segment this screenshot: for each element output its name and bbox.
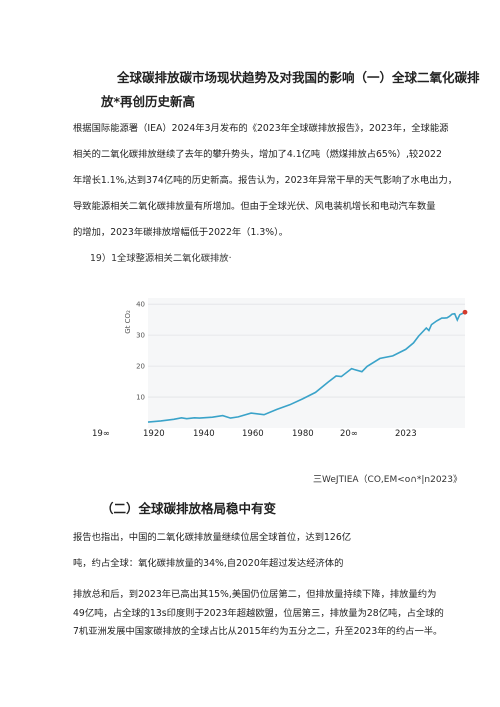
y-axis-unit-label: Gt CO₂ xyxy=(124,310,132,334)
y-tick-label: 20 xyxy=(136,363,145,371)
x-axis-label: 1980 xyxy=(292,429,314,439)
section1-para-line: 年增长1.1%,达到374亿吨的历史新高。报告认为，2023年异常干旱的天气影响… xyxy=(73,175,458,186)
x-axis-label: 19∞ xyxy=(92,429,110,439)
emissions-series-line xyxy=(147,311,466,423)
figure-caption: 19）1全球整源相关二氧化碳排放· xyxy=(90,253,232,264)
plot-background xyxy=(148,298,465,428)
latest-value-marker xyxy=(462,309,468,315)
section1-para-line: 相关的二氧化碳排放继续了去年的攀升势头，增加了4.1亿吨（燃煤排放占65%）,较… xyxy=(73,149,442,160)
section2-heading: （二）全球碳排放格局稳中有变 xyxy=(101,501,277,516)
section2-para-line: 7机亚洲发展中国家碳排放的全球占比从2015年约为五分之二，升至2023年的约占… xyxy=(73,626,443,637)
chart-y-ticks: 10 20 30 40 xyxy=(136,301,145,402)
chart-grid xyxy=(148,298,465,428)
x-axis-label: 1940 xyxy=(193,429,215,439)
x-axis-label: 2023 xyxy=(395,429,417,439)
y-tick-label: 10 xyxy=(136,394,145,402)
x-axis-label: 1920 xyxy=(143,429,165,439)
section1-heading-line1: 全球碳排放碳市场现状趋势及对我国的影响（一）全球二氧化碳排 xyxy=(117,70,480,85)
section1-para-line: 的增加，2023年碳排放增幅低于2022年（1.3%）。 xyxy=(73,227,289,238)
section2-para-line: 吨，约占全球：氧化碳排放量的34%,自2020年超过发达经济体的 xyxy=(73,558,344,569)
figure-source: 三WeJTIEA（CO,EM<o∩*|n2023》 xyxy=(313,475,463,485)
section1-para-line: 导致能源相关二氧化碳排放量有所增加。但由于全球光伏、风电装机增长和电动汽车数量 xyxy=(73,201,436,212)
section1-heading-line2: 放*再创历史新高 xyxy=(101,94,196,109)
emissions-line-chart: 10 20 30 40 Gt CO₂ xyxy=(124,298,468,428)
y-tick-label: 40 xyxy=(136,301,145,309)
x-axis-label: 1960 xyxy=(242,429,264,439)
x-axis-label: 20∞ xyxy=(340,429,358,439)
y-tick-label: 30 xyxy=(136,332,145,340)
section2-para-line: 报告也指出，中国的二氧化碳排放量继续位居全球首位，达到126亿 xyxy=(73,532,352,543)
section2-para-line: 排放总和后，到2023年已高出其15%,美国仍位居第二，但排放量持续下降，排放量… xyxy=(73,589,437,600)
section1-para-line: 根据国际能源署（IEA）2024年3月发布的《2023年全球碳排放报告》，202… xyxy=(73,123,449,134)
section2-para-line: 49亿吨，占全球的13s印度则于2023年超越欧盟，位居第三，排放量为28亿吨，… xyxy=(73,608,444,619)
